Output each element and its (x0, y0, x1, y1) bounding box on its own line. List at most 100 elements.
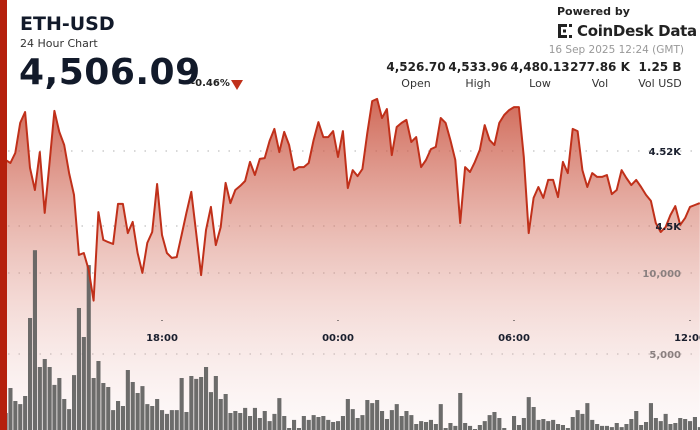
stat-label: Vol USD (638, 77, 682, 90)
volume-bar (345, 399, 350, 430)
price-change: -0.46% (191, 78, 230, 89)
volume-bar (111, 410, 116, 430)
volume-bar (164, 413, 169, 430)
volume-bar (101, 383, 106, 430)
volume-bar (443, 428, 448, 430)
volume-bar (692, 417, 697, 430)
volume-bar (634, 411, 639, 430)
volume-bar (428, 419, 433, 430)
volume-bar (52, 384, 57, 430)
stat-open: 4,526.70 Open (381, 60, 451, 90)
volume-bar (228, 413, 233, 430)
volume-bar (619, 427, 624, 430)
stat-vol-usd: 1.25 B Vol USD (625, 60, 695, 90)
volume-bar (238, 413, 243, 430)
x-tick-mark (513, 320, 515, 321)
volume-bar (365, 400, 370, 430)
volume-bar (213, 376, 218, 430)
volume-bar (370, 403, 375, 430)
volume-bar (536, 419, 541, 430)
volume-bar (482, 421, 487, 430)
volume-bar (96, 361, 101, 430)
volume-bar (590, 419, 595, 430)
accent-bar (0, 0, 7, 430)
price-area-fill (5, 98, 700, 430)
volume-bar (106, 387, 111, 430)
volume-bar (487, 415, 492, 430)
volume-bar (604, 425, 609, 430)
stat-high: 4,533.96 High (443, 60, 513, 90)
x-tick-mark (337, 320, 339, 321)
volume-bar (223, 394, 228, 430)
down-triangle-icon (231, 80, 243, 90)
x-tick-label: 06:00 (498, 333, 530, 344)
stat-value: 1.25 B (638, 60, 682, 74)
volume-bar (316, 417, 321, 430)
volume-bar (678, 418, 683, 430)
stat-low: 4,480.13 Low (505, 60, 575, 90)
volume-bar (292, 419, 297, 430)
chart-subtitle: 24 Hour Chart (20, 37, 98, 50)
volume-bar (448, 423, 453, 430)
volume-bar (668, 424, 673, 430)
volume-bar (556, 424, 561, 430)
symbol-title: ETH-USD (20, 13, 115, 35)
volume-bar (516, 425, 521, 430)
x-tick-label: 00:00 (322, 333, 354, 344)
price-tick-label: 4.52K (649, 147, 683, 158)
volume-bar (433, 424, 438, 430)
volume-bar (204, 367, 209, 430)
volume-bar (375, 400, 380, 430)
volume-bar (326, 419, 331, 430)
volume-bar (32, 250, 37, 430)
volume-bar (306, 419, 311, 430)
volume-bar (560, 425, 565, 430)
volume-bar (218, 399, 223, 430)
stat-value: 277.86 K (570, 60, 630, 74)
volume-bar (585, 403, 590, 430)
volume-bar (497, 418, 502, 430)
volume-bar (233, 411, 238, 430)
volume-bar (125, 370, 130, 430)
volume-bar (277, 398, 282, 430)
volume-bar (301, 416, 306, 430)
stat-value: 4,526.70 (386, 60, 446, 74)
volume-bar (614, 423, 619, 430)
volume-bar (575, 410, 580, 430)
volume-bar (174, 410, 179, 430)
volume-bar (350, 409, 355, 430)
volume-bar (18, 404, 23, 430)
volume-bar (639, 425, 644, 430)
volume-bar (380, 411, 385, 430)
volume-bar (57, 378, 62, 430)
powered-by-label: Powered by (557, 5, 630, 18)
x-tick-mark (161, 320, 163, 321)
volume-bar (399, 416, 404, 430)
volume-bar (194, 378, 199, 430)
x-tick-mark (689, 320, 691, 321)
volume-bar (321, 416, 326, 430)
volume-bar (262, 411, 267, 430)
volume-bar (394, 404, 399, 430)
volume-bar (551, 419, 556, 430)
volume-bar (477, 425, 482, 430)
volume-bar (248, 416, 253, 430)
coindesk-data-logo: CoinDesk Data (557, 22, 697, 40)
volume-bar (570, 417, 575, 430)
price-tick-label: 4.5K (656, 222, 683, 233)
volume-bar (336, 421, 341, 430)
volume-bar (243, 407, 248, 430)
volume-bar (189, 376, 194, 430)
volume-bar (257, 418, 262, 430)
volume-bar (502, 428, 507, 430)
volume-tick-label: 5,000 (649, 350, 681, 361)
volume-bar (199, 377, 204, 430)
volume-bar (458, 393, 463, 430)
volume-bar (267, 421, 272, 430)
volume-bar (23, 396, 28, 430)
stat-vol: 277.86 K Vol (565, 60, 635, 90)
x-tick-label: 12:00 (674, 333, 700, 344)
volume-bar (409, 415, 414, 430)
volume-bar (340, 416, 345, 430)
